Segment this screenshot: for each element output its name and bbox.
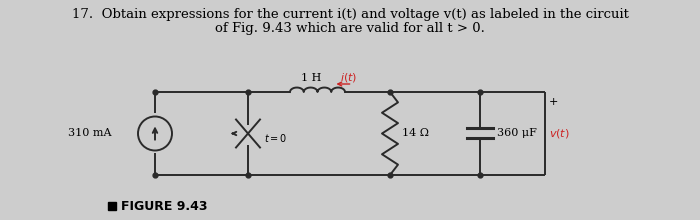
Text: 360 μF: 360 μF [497, 128, 537, 139]
Text: +: + [549, 97, 559, 107]
Text: of Fig. 9.43 which are valid for all t > 0.: of Fig. 9.43 which are valid for all t >… [215, 22, 485, 35]
Text: 310 mA: 310 mA [67, 128, 111, 139]
Text: FIGURE 9.43: FIGURE 9.43 [121, 200, 207, 213]
Bar [108, 202, 116, 210]
Text: 17.  Obtain expressions for the current i(t) and voltage v(t) as labeled in the : 17. Obtain expressions for the current i… [71, 8, 629, 21]
Text: 14 Ω: 14 Ω [402, 128, 429, 139]
Text: $v(t)$: $v(t)$ [549, 127, 570, 140]
Text: 1 H: 1 H [301, 73, 322, 83]
Text: $t = 0$: $t = 0$ [264, 132, 287, 143]
Text: $i(t)$: $i(t)$ [340, 72, 357, 84]
